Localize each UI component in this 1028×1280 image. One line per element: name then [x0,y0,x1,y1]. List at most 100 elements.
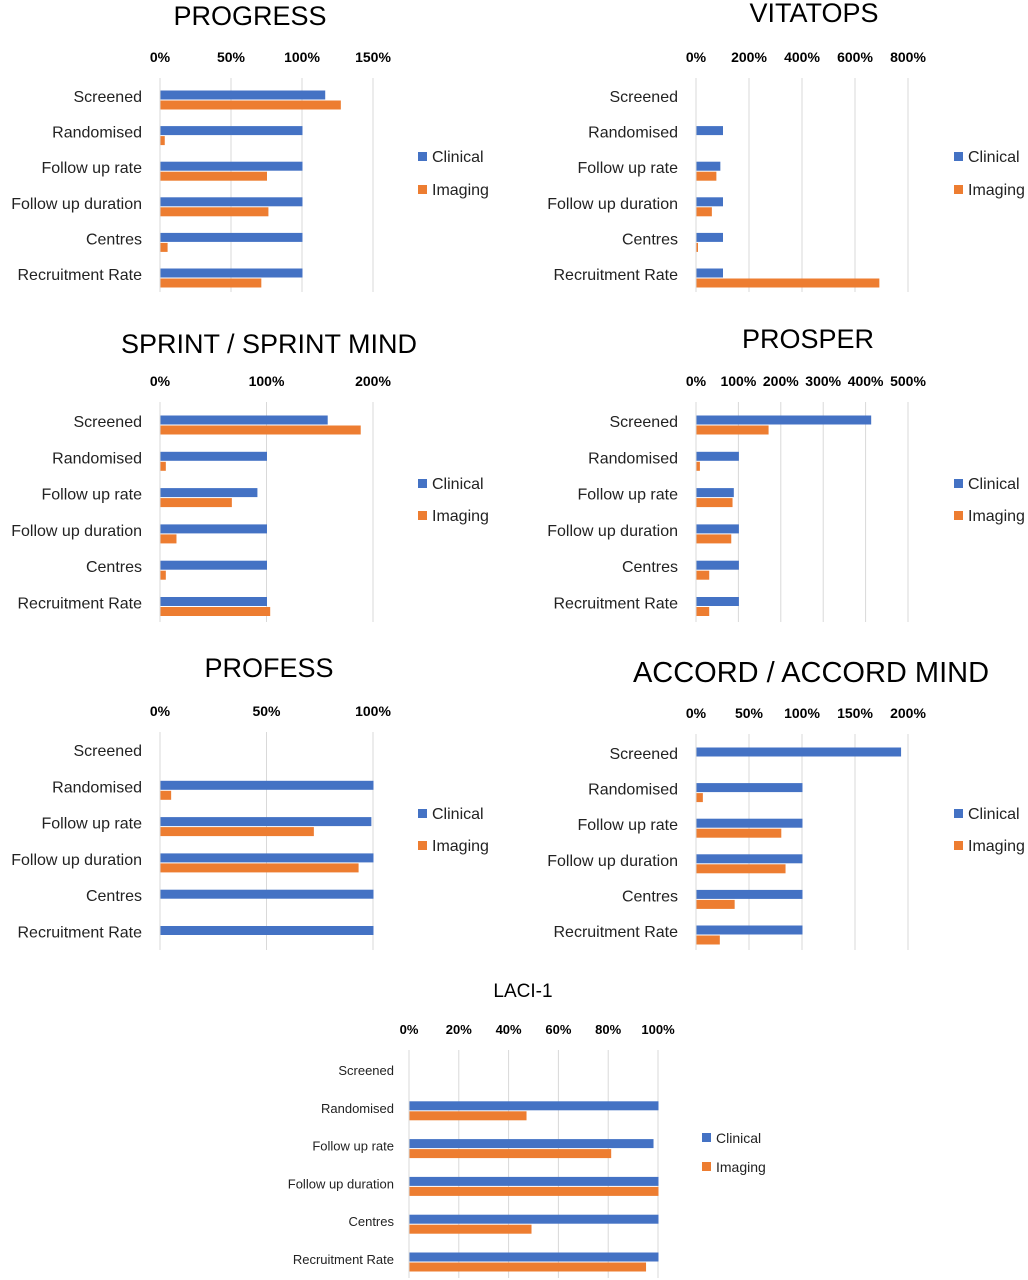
category-label: Follow up duration [11,196,142,213]
chart-title: PROSPER [742,324,874,354]
legend-swatch-clinical [418,479,427,488]
legend-swatch-clinical [418,152,427,161]
bar-imaging-recruitment-rate [409,1262,647,1272]
legend-label-clinical: Clinical [716,1130,761,1146]
bar-clinical-randomised [160,780,374,790]
tick-label: 40% [496,1022,522,1037]
bar-clinical-follow-up-rate [160,161,303,171]
legend-label-clinical: Clinical [432,476,484,493]
bar-imaging-centres [696,899,735,909]
bar-imaging-centres [160,570,166,580]
bar-imaging-follow-up-rate [696,171,717,181]
tick-label: 0% [686,373,707,389]
legend-swatch-clinical [954,809,963,818]
bar-imaging-follow-up-duration [696,207,712,217]
chart-progress: PROGRESS 0% 50% 100% 150% Screened Randomised F… [11,1,489,292]
category-label: Follow up duration [288,1176,394,1191]
tick-label: 150% [837,705,873,721]
legend-label-clinical: Clinical [432,806,484,823]
tick-label: 100% [720,373,756,389]
bar-clinical-follow-up-rate [696,488,734,498]
tick-label: 100% [249,373,285,389]
legend-label-imaging: Imaging [968,838,1025,855]
bar-clinical-follow-up-rate [409,1139,654,1149]
chart-vitatops: VITATOPS 0% 200% 400% 600% 800% Screened Random… [547,0,1025,292]
legend-swatch-imaging [418,841,427,850]
category-label: Screened [610,746,679,763]
tick-label: 100% [784,705,820,721]
category-label: Recruitment Rate [554,596,679,613]
bar-imaging-centres [409,1224,532,1234]
category-label: Recruitment Rate [18,267,143,284]
tick-label: 200% [731,49,767,65]
tick-label: 100% [355,703,391,719]
bar-imaging-follow-up-duration [696,864,786,874]
category-label: Follow up duration [547,853,678,870]
legend-label-imaging: Imaging [432,838,489,855]
chart-profess: PROFESS 0% 50% 100% Screened Randomised Follow… [11,653,489,950]
tick-label: 0% [400,1022,419,1037]
category-label: Follow up rate [578,487,679,504]
bar-imaging-randomised [409,1111,527,1121]
tick-label: 20% [446,1022,472,1037]
category-label: Screened [74,743,143,760]
category-label: Follow up duration [11,852,142,869]
legend-swatch-clinical [418,809,427,818]
bar-clinical-follow-up-duration [409,1176,659,1186]
category-label: Centres [622,231,678,248]
bar-clinical-follow-up-rate [696,818,803,828]
bar-imaging-follow-up-duration [409,1186,659,1196]
legend-swatch-imaging [954,511,963,520]
bar-clinical-recruitment-rate [160,268,303,278]
bar-clinical-follow-up-duration [696,197,723,207]
category-label: Centres [622,559,678,576]
tick-label: 0% [150,49,171,65]
tick-label: 300% [805,373,841,389]
category-label: Follow up rate [42,487,143,504]
legend-label-imaging: Imaging [968,508,1025,525]
bar-clinical-recruitment-rate [160,597,267,606]
tick-label: 400% [848,373,884,389]
category-label: Recruitment Rate [18,596,143,613]
legend-swatch-imaging [418,511,427,520]
category-label: Follow up rate [578,817,679,834]
bar-clinical-recruitment-rate [696,925,803,935]
legend-label-imaging: Imaging [716,1159,766,1175]
category-label: Randomised [588,782,678,799]
category-label: Randomised [52,779,142,796]
legend-label-imaging: Imaging [432,508,489,525]
bar-clinical-follow-up-duration [696,854,803,864]
legend-label-clinical: Clinical [968,149,1020,166]
chart-title: LACI-1 [493,981,552,1002]
legend-swatch-clinical [954,152,963,161]
tick-label: 150% [355,49,391,65]
bar-clinical-randomised [696,126,723,136]
bar-imaging-randomised [696,461,700,471]
bar-clinical-recruitment-rate [160,926,374,935]
bar-imaging-recruitment-rate [696,278,880,288]
category-label: Recruitment Rate [293,1252,394,1267]
legend-swatch-clinical [954,479,963,488]
bar-clinical-follow-up-duration [160,853,374,863]
bar-clinical-randomised [696,783,803,793]
bar-clinical-screened [160,90,326,100]
bar-imaging-follow-up-rate [696,828,782,838]
category-label: Recruitment Rate [18,925,143,942]
bar-clinical-recruitment-rate [696,268,723,278]
category-label: Centres [86,231,142,248]
tick-label: 200% [763,373,799,389]
legend-swatch-clinical [702,1133,711,1142]
category-label: Follow up rate [312,1139,394,1154]
bar-clinical-centres [160,889,374,899]
legend-swatch-imaging [702,1162,711,1171]
tick-label: 0% [686,49,707,65]
bar-clinical-screened [160,415,328,425]
tick-label: 200% [890,705,926,721]
category-label: Screened [338,1063,394,1078]
tick-label: 50% [735,705,764,721]
bar-imaging-follow-up-duration [696,534,732,544]
bar-imaging-randomised [160,461,166,471]
bar-imaging-screened [696,425,769,435]
category-label: Randomised [588,450,678,467]
bar-imaging-follow-up-rate [160,171,267,181]
